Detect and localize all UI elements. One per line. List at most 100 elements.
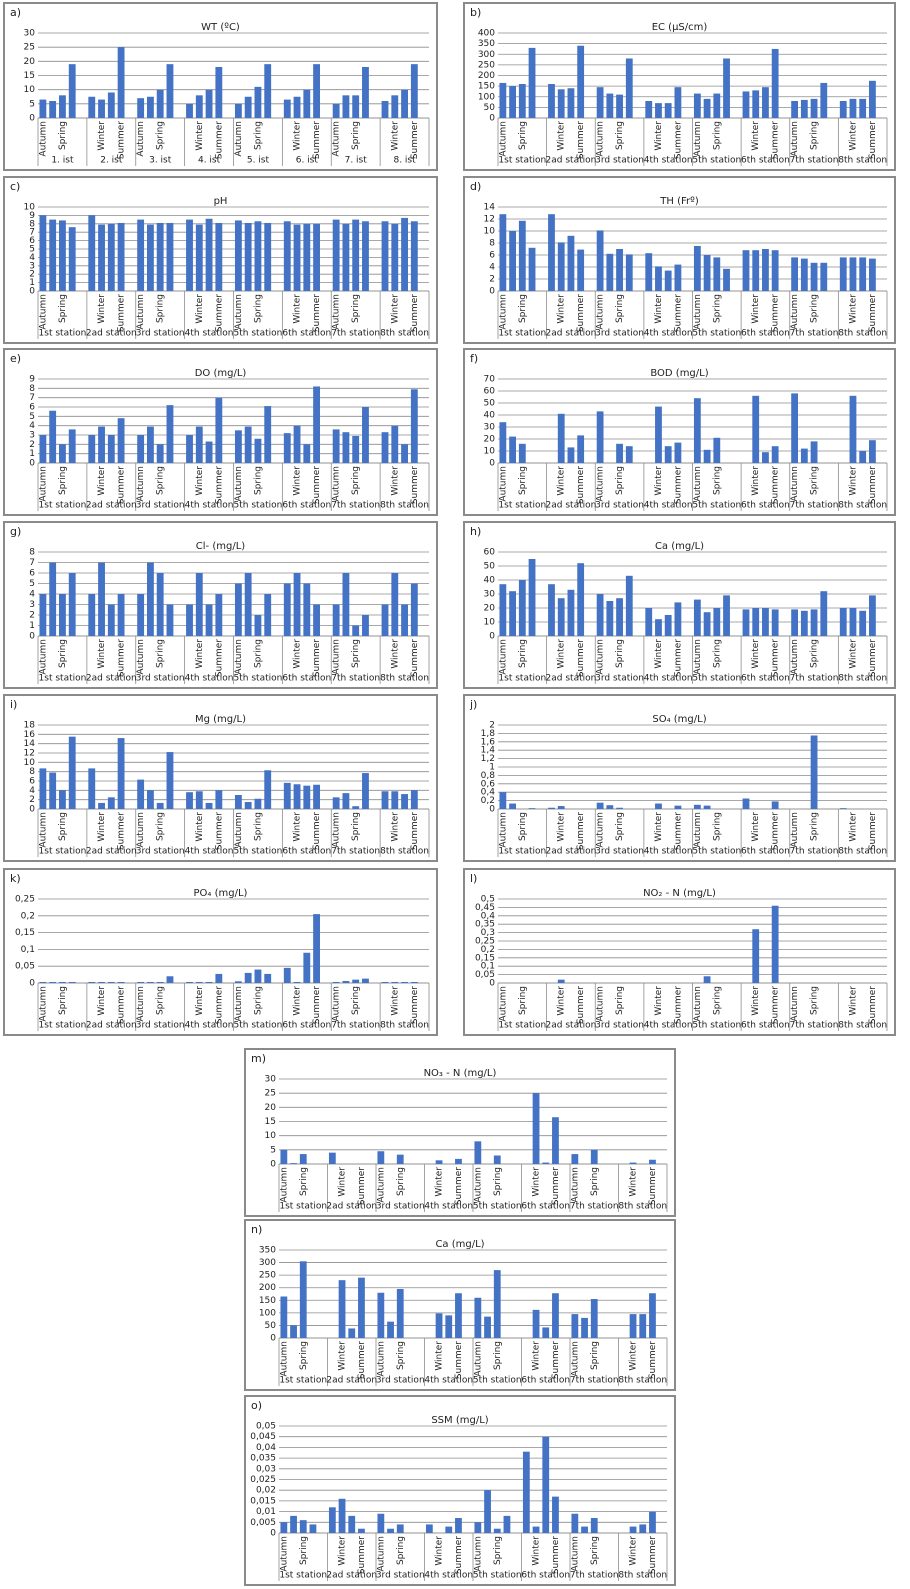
bar bbox=[742, 609, 750, 636]
y-tick-label: 0 bbox=[29, 114, 35, 124]
x-tick-label: Summer bbox=[648, 1341, 658, 1379]
y-tick-label: 0,03 bbox=[256, 1464, 276, 1474]
bar bbox=[577, 563, 585, 636]
bar bbox=[39, 768, 47, 809]
x-tick-label: Winter bbox=[195, 986, 205, 1016]
bar bbox=[590, 1149, 598, 1164]
y-tick-label: 50 bbox=[484, 103, 496, 113]
bar bbox=[205, 604, 213, 636]
bar bbox=[528, 247, 536, 291]
bar bbox=[493, 1528, 501, 1533]
x-tick-label: Summer bbox=[771, 812, 781, 850]
y-tick-label: 10 bbox=[265, 1131, 277, 1141]
y-tick-label: 0,05 bbox=[15, 962, 35, 972]
panel-label: k) bbox=[10, 872, 21, 885]
y-tick-label: 1,6 bbox=[481, 737, 496, 747]
bar bbox=[254, 438, 262, 463]
x-tick-label: Winter bbox=[532, 1341, 542, 1371]
bar bbox=[625, 575, 633, 636]
bar bbox=[68, 429, 76, 463]
bar bbox=[137, 779, 145, 809]
x-tick-label: Summer bbox=[648, 1167, 658, 1205]
bar bbox=[186, 219, 193, 291]
x-tick-label: Spring bbox=[351, 466, 361, 495]
bar bbox=[606, 93, 614, 118]
x-tick-label: Winter bbox=[195, 639, 205, 669]
x-tick-label: Winter bbox=[751, 639, 761, 669]
x-tick-label: Autumn bbox=[693, 812, 703, 848]
bar bbox=[616, 807, 623, 809]
bar bbox=[484, 1316, 491, 1338]
panel-frame bbox=[3, 868, 438, 1036]
x-tick-label: Autumn bbox=[790, 986, 800, 1022]
x-tick-label: Summer bbox=[771, 986, 781, 1024]
bar bbox=[254, 221, 262, 291]
bar bbox=[674, 602, 682, 636]
bar bbox=[205, 218, 213, 291]
x-tick-label: Summer bbox=[214, 294, 224, 332]
bar bbox=[338, 1280, 346, 1338]
bar bbox=[518, 220, 526, 291]
x-tick-label: Summer bbox=[214, 986, 224, 1024]
bar bbox=[290, 1163, 297, 1164]
bar bbox=[156, 444, 164, 463]
chart-title: DO (mg/L) bbox=[195, 368, 247, 379]
x-tick-label: Spring bbox=[58, 812, 68, 841]
panel-label: d) bbox=[470, 180, 481, 193]
bar bbox=[542, 1327, 550, 1338]
bar bbox=[649, 1159, 656, 1164]
y-tick-label: 20 bbox=[484, 604, 496, 614]
x-tick-label: Summer bbox=[673, 121, 683, 159]
bar bbox=[655, 619, 662, 636]
x-tick-label: Winter bbox=[751, 812, 761, 842]
group-label: 3rd station bbox=[595, 329, 644, 339]
bar bbox=[762, 87, 769, 118]
x-tick-label: Spring bbox=[58, 294, 68, 323]
bar bbox=[528, 47, 536, 118]
y-tick-label: 50 bbox=[484, 562, 496, 572]
y-tick-label: 0 bbox=[29, 632, 35, 642]
bar bbox=[156, 89, 164, 118]
x-tick-label: Spring bbox=[351, 639, 361, 668]
x-tick-label: Spring bbox=[156, 986, 166, 1015]
bar bbox=[117, 594, 125, 636]
y-tick-label: 2 bbox=[489, 275, 495, 285]
x-tick-label: Spring bbox=[518, 294, 528, 323]
bar bbox=[713, 608, 721, 636]
group-label: 8th station bbox=[618, 1571, 667, 1581]
bar bbox=[234, 430, 242, 463]
x-tick-label: Autumn bbox=[136, 294, 146, 330]
group-label: 4th station bbox=[644, 501, 693, 511]
chart-title: EC (µS/cm) bbox=[652, 22, 708, 33]
x-tick-label: Summer bbox=[214, 812, 224, 850]
chart-title: Ca (mg/L) bbox=[655, 541, 704, 552]
bar bbox=[166, 752, 174, 809]
bar bbox=[352, 219, 360, 291]
group-label: 6th station bbox=[282, 847, 331, 857]
bar bbox=[146, 426, 154, 463]
group-label: 6th station bbox=[282, 1021, 331, 1031]
x-tick-label: Autumn bbox=[136, 986, 146, 1022]
bar bbox=[313, 223, 321, 291]
bar bbox=[68, 736, 76, 809]
bar bbox=[68, 64, 76, 118]
group-label: 4th station bbox=[185, 329, 234, 339]
x-tick-label: Summer bbox=[454, 1536, 464, 1574]
x-tick-label: Spring bbox=[156, 812, 166, 841]
x-tick-label: Winter bbox=[390, 639, 400, 669]
y-tick-label: 5 bbox=[270, 1145, 276, 1155]
group-label: 5. ist bbox=[247, 156, 270, 166]
bar bbox=[49, 562, 57, 636]
x-tick-label: Winter bbox=[435, 1341, 445, 1371]
bar bbox=[293, 425, 301, 463]
x-tick-label: Winter bbox=[293, 294, 303, 324]
bar bbox=[528, 559, 536, 636]
panel-label: m) bbox=[251, 1052, 266, 1065]
x-tick-label: Spring bbox=[712, 639, 722, 668]
x-tick-label: Summer bbox=[771, 466, 781, 504]
bar bbox=[264, 222, 272, 291]
group-label: 5th station bbox=[692, 329, 741, 339]
x-tick-label: Spring bbox=[58, 986, 68, 1015]
bar bbox=[362, 407, 369, 463]
bar bbox=[205, 89, 213, 118]
